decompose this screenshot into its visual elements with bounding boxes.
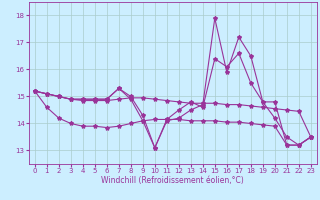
X-axis label: Windchill (Refroidissement éolien,°C): Windchill (Refroidissement éolien,°C) <box>101 176 244 185</box>
